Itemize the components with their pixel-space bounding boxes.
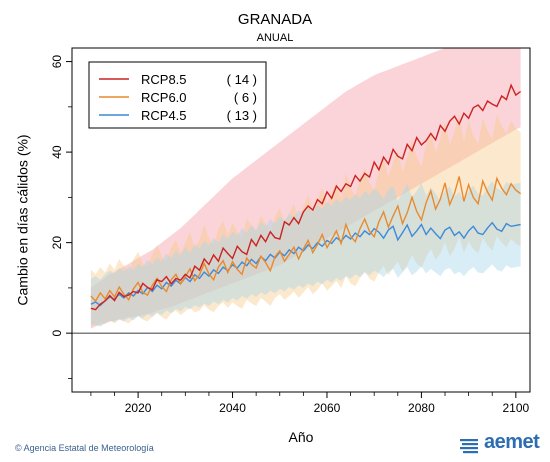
- legend: RCP8.5 ( 14 ) RCP6.0 ( 6 ) RCP4.5 ( 13 ): [88, 61, 267, 129]
- x-tick-label-2040: 2040: [219, 401, 246, 415]
- y-axis-label: Cambio en días cálidos (%): [15, 134, 31, 305]
- legend-label-rcp45: RCP4.5: [141, 108, 187, 123]
- x-tick-label-2060: 2060: [314, 401, 341, 415]
- band-rcp60: [90, 114, 521, 326]
- legend-label-rcp60: RCP6.0: [141, 90, 187, 105]
- legend-box: [88, 61, 267, 129]
- y-tick-label-20: 20: [50, 236, 64, 250]
- band-rcp45: [90, 181, 521, 327]
- legend-count-rcp60: ( 6 ): [234, 90, 257, 105]
- y-tick-label-40: 40: [50, 145, 64, 159]
- series-line-rcp85: [90, 83, 522, 311]
- x-tick-label-2100: 2100: [502, 401, 529, 415]
- legend-count-rcp85: ( 14 ): [227, 72, 257, 87]
- plot-frame: [71, 47, 531, 393]
- y-tick-label-60: 60: [50, 55, 64, 69]
- agency-credit: © Agencia Estatal de Meteorología: [15, 443, 154, 453]
- aemet-logo-icon: [460, 439, 478, 454]
- y-tick-label-0: 0: [50, 330, 64, 337]
- legend-count-rcp45: ( 13 ): [227, 108, 257, 123]
- x-axis-label: Año: [289, 429, 314, 445]
- series-line-rcp60: [90, 176, 522, 303]
- chart-subtitle: ANUAL: [256, 32, 294, 44]
- legend-label-rcp85: RCP8.5: [141, 72, 187, 87]
- x-tick-label-2020: 2020: [125, 401, 152, 415]
- chart-title: GRANADA: [237, 11, 313, 28]
- x-tick-label-2080: 2080: [408, 401, 435, 415]
- aemet-logo-text: aemet: [484, 431, 540, 453]
- band-rcp85: [90, 48, 521, 329]
